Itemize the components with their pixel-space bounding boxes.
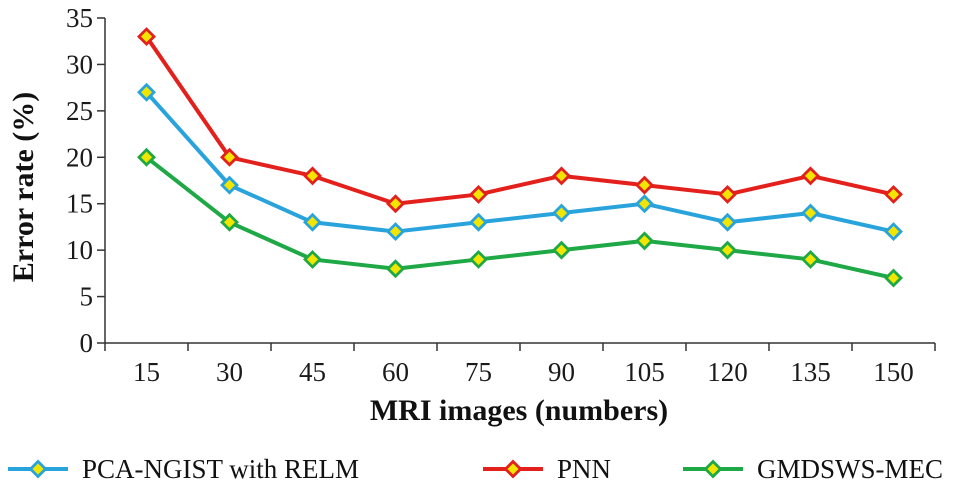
- data-point: [718, 240, 737, 260]
- data-point: [801, 203, 820, 223]
- x-tick-label: 75: [465, 357, 492, 387]
- data-point: [220, 212, 239, 232]
- series-lines: [144, 35, 894, 280]
- y-tick-labels: 0 5 10 15 20 25 30 35: [66, 3, 93, 358]
- data-point: [635, 194, 654, 214]
- data-point: [220, 147, 239, 167]
- legend-label: GMDSWS-MEC: [757, 454, 943, 484]
- data-point: [303, 166, 322, 186]
- x-tick-label: 105: [624, 357, 665, 387]
- series-markers: [137, 27, 903, 288]
- data-point: [552, 166, 571, 186]
- data-point: [303, 249, 322, 269]
- data-point: [469, 249, 488, 269]
- legend-swatch-marker: [503, 459, 523, 479]
- y-tick-label: 5: [80, 282, 94, 312]
- data-point: [884, 184, 903, 204]
- data-point: [635, 175, 654, 195]
- x-tick-label: 15: [133, 357, 160, 387]
- legend: PCA-NGIST with RELM PNN GMDSWS-MEC: [8, 454, 943, 484]
- data-point: [220, 175, 239, 195]
- legend-swatch-marker: [703, 459, 723, 479]
- legend-label: PNN: [557, 454, 611, 484]
- x-tick-label: 135: [790, 357, 831, 387]
- y-tick-label: 25: [66, 96, 93, 126]
- data-point: [884, 268, 903, 288]
- legend-swatch-marker: [28, 459, 48, 479]
- y-tick-label: 20: [66, 142, 93, 172]
- data-point: [303, 212, 322, 232]
- x-tick-label: 60: [382, 357, 409, 387]
- axes: [97, 17, 936, 351]
- x-tick-label: 30: [216, 357, 243, 387]
- data-point: [552, 203, 571, 223]
- x-tick-label: 150: [873, 357, 914, 387]
- data-point: [469, 184, 488, 204]
- data-point: [386, 259, 405, 279]
- data-point: [718, 184, 737, 204]
- y-axis-title: Error rate (%): [7, 92, 40, 282]
- data-point: [386, 194, 405, 214]
- data-point: [137, 82, 156, 102]
- data-point: [884, 222, 903, 242]
- data-point: [137, 147, 156, 167]
- data-point: [635, 231, 654, 251]
- x-tick-labels: 15 30 45 60 75 90 105 120 135 150: [133, 357, 914, 387]
- y-tick-label: 30: [66, 49, 93, 79]
- y-tick-label: 35: [66, 3, 93, 33]
- data-point: [718, 212, 737, 232]
- data-point: [386, 222, 405, 242]
- data-point: [552, 240, 571, 260]
- series-line-2: [145, 155, 894, 280]
- data-point: [137, 27, 156, 47]
- y-tick-label: 15: [66, 189, 93, 219]
- legend-label: PCA-NGIST with RELM: [82, 454, 359, 484]
- y-tick-label: 10: [66, 235, 93, 265]
- x-tick-label: 45: [299, 357, 326, 387]
- x-tick-label: 90: [548, 357, 575, 387]
- series-line-1: [144, 35, 894, 206]
- data-point: [469, 212, 488, 232]
- y-tick-label: 0: [80, 328, 94, 358]
- x-axis-title: MRI images (numbers): [370, 394, 668, 427]
- data-point: [801, 166, 820, 186]
- series-line-0: [145, 90, 894, 234]
- x-tick-label: 120: [707, 357, 748, 387]
- data-point: [801, 249, 820, 269]
